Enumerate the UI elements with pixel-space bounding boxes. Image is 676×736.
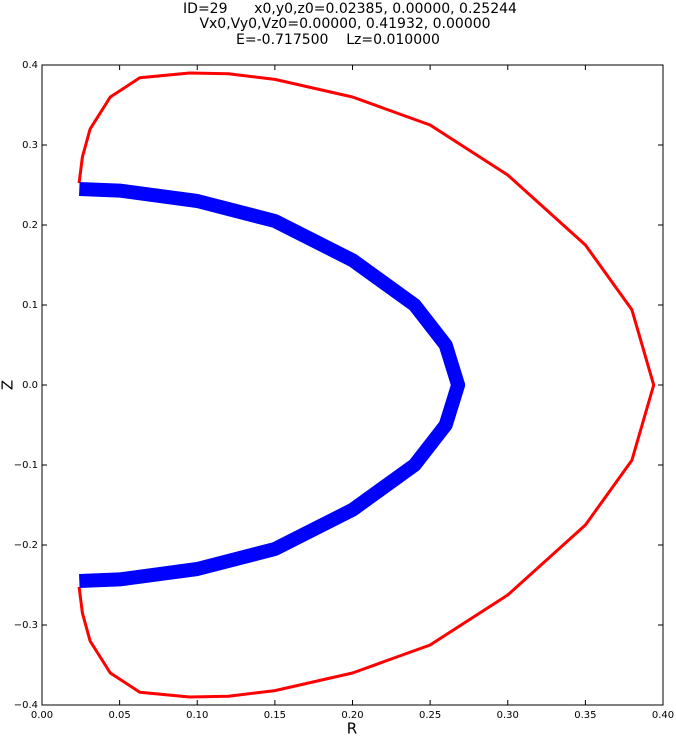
y-tick-label: −0.2 [14,540,38,551]
orbit-line [77,71,656,699]
orbit-line [79,182,466,588]
y-tick-label: 0.3 [22,140,38,151]
title-line: Vx0,Vy0,Vz0=0.00000, 0.41932, 0.00000 [199,16,490,32]
x-tick-label: 0.25 [419,710,441,721]
x-tick-label: 0.00 [31,710,53,721]
x-tick-label: 0.20 [341,710,363,721]
title-line: ID=29 x0,y0,z0=0.02385, 0.00000, 0.25244 [183,1,517,17]
y-tick-label: −0.4 [14,700,38,711]
y-axis-label: Z [0,380,17,390]
y-tick-label: 0.0 [22,380,38,391]
y-tick-label: 0.4 [22,60,38,71]
x-tick-label: 0.35 [574,710,596,721]
y-tick-label: 0.2 [22,220,38,231]
x-axis-label: R [347,720,357,736]
y-tick-label: 0.1 [22,300,38,311]
y-tick-label: −0.1 [14,460,38,471]
x-tick-label: 0.40 [652,710,674,721]
x-tick-label: 0.05 [108,710,130,721]
x-tick-label: 0.30 [497,710,519,721]
title-line: E=-0.717500 Lz=0.010000 [236,32,440,48]
x-tick-label: 0.10 [186,710,208,721]
x-tick-label: 0.15 [264,710,286,721]
y-tick-label: −0.3 [14,620,38,631]
